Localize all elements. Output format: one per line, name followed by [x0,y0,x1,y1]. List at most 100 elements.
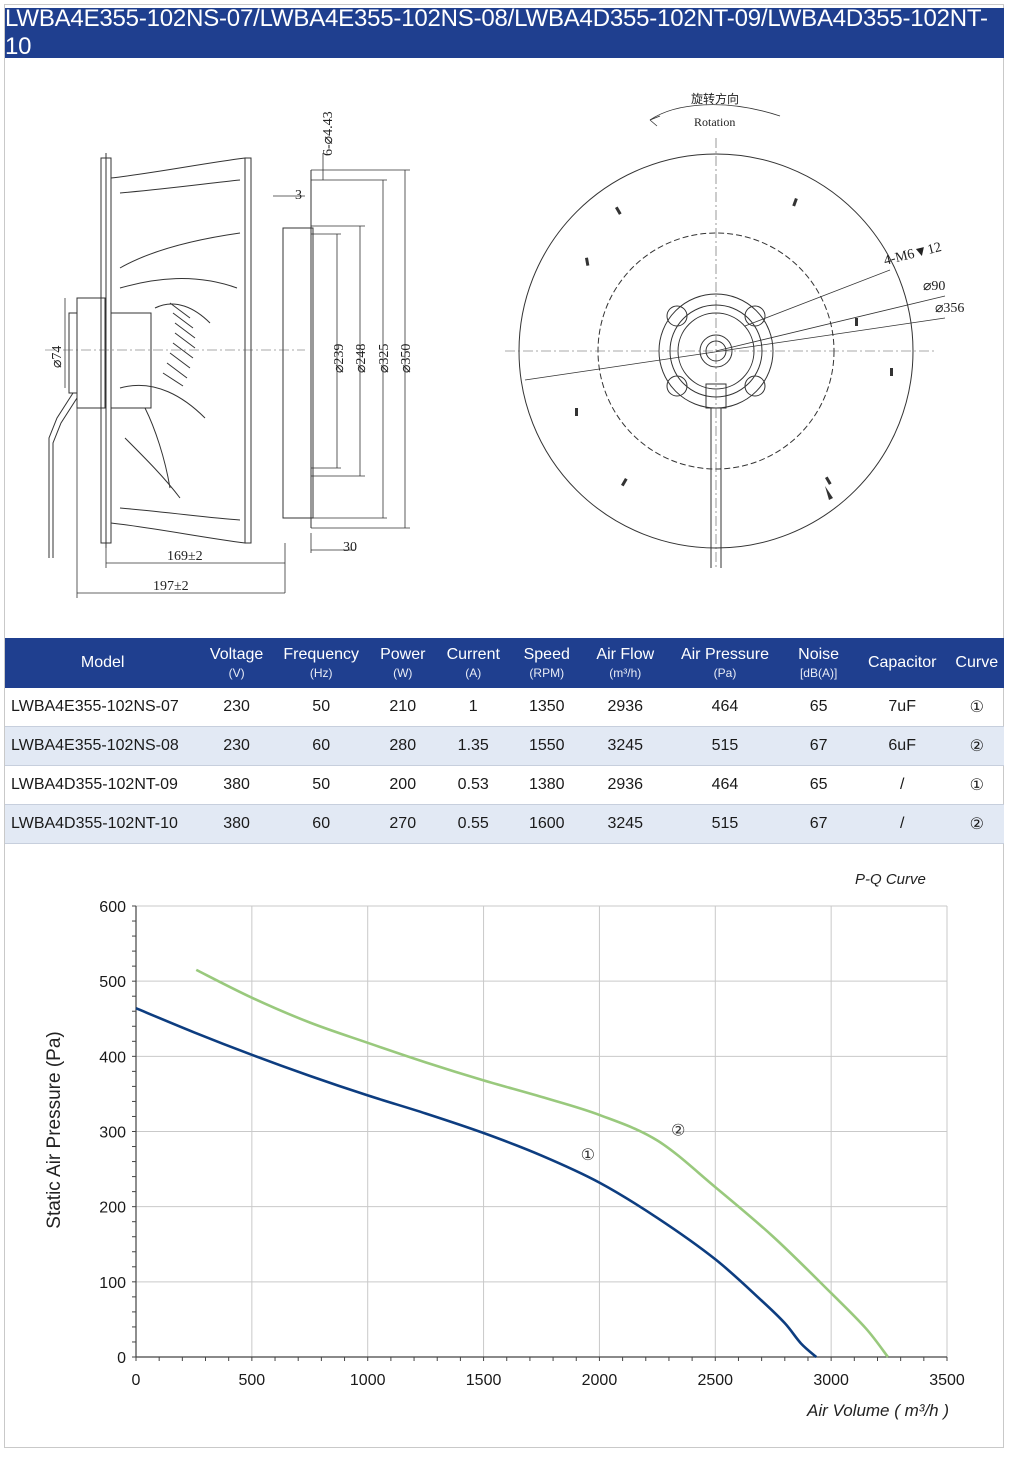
col-header: Current (A) [435,638,511,688]
spec-table: Model Voltage (V) Frequency (Hz) Power (W) … [5,638,1004,844]
y-tick-label: 600 [99,899,126,916]
x-tick-label: 500 [239,1372,266,1389]
dim-tap: 4-M6▼12 [882,240,943,269]
x-axis-label: Air Volume ( m³/h ) [806,1401,949,1420]
cell-airpressure: 515 [667,726,783,766]
cell-noise: 65 [782,765,855,805]
dim-d356: ⌀356 [935,301,964,316]
col-header: Air Pressure (Pa) [667,638,783,688]
page-title: LWBA4E355-102NS-07/LWBA4E355-102NS-08/LW… [5,5,1004,60]
cell-airflow: 3245 [583,726,668,766]
x-tick-label: 1000 [350,1372,386,1389]
front-view-drawing: 旋转方向 Rotation 4-M6▼12 ⌀90 ⌀356 [505,91,964,568]
x-tick-label: 2500 [697,1372,733,1389]
x-tick-label: 1500 [466,1372,502,1389]
col-header: Capacitor [854,638,950,688]
cell-curve: ① [949,765,1004,805]
cell-voltage: 230 [200,726,273,766]
cell-power: 210 [369,688,436,727]
cell-model: LWBA4D355-102NT-09 [5,765,201,805]
col-header: Power (W) [369,638,436,688]
table-row: LWBA4D355-102NT-10 380 60 270 0.55 1600 … [5,804,1004,844]
chart-title: P-Q Curve [855,871,926,888]
y-tick-label: 0 [117,1350,126,1367]
cell-airpressure: 464 [667,688,783,727]
cell-frequency: 60 [272,726,370,766]
cell-speed: 1600 [510,804,583,844]
cell-capacitor: 7uF [854,688,950,727]
cell-speed: 1550 [510,726,583,766]
cell-model: LWBA4E355-102NS-07 [5,688,201,727]
cell-capacitor: / [854,804,950,844]
x-tick-label: 3500 [929,1372,965,1389]
dim-len30: 30 [343,540,357,555]
col-header: Noise [dB(A)] [782,638,855,688]
dim-flange: 3 [295,188,302,203]
cell-speed: 1380 [510,765,583,805]
cell-airflow: 2936 [583,765,668,805]
cell-frequency: 60 [272,804,370,844]
cell-noise: 67 [782,726,855,766]
series-line-2 [195,968,889,1358]
dim-d248: ⌀248 [354,344,369,373]
cell-voltage: 230 [200,688,273,727]
pq-chart-container: 0 500 1000 1500 2000 2500 3000 3500 0 100 200 300 40… [5,842,1004,1448]
cell-airpressure: 464 [667,765,783,805]
x-tick-label: 2000 [582,1372,618,1389]
table-row: LWBA4E355-102NS-07 230 50 210 1 1350 293… [5,688,1004,727]
dim-d350: ⌀350 [399,344,414,373]
cell-power: 280 [369,726,436,766]
y-tick-label: 100 [99,1275,126,1292]
col-header: Voltage (V) [200,638,273,688]
y-tick-label: 200 [99,1200,126,1217]
cell-airflow: 3245 [583,804,668,844]
y-axis-label: Static Air Pressure (Pa) [44,1031,65,1228]
col-header: Model [5,638,201,688]
dim-d74: ⌀74 [50,346,65,368]
cell-current: 1.35 [435,726,511,766]
dim-d239: ⌀239 [332,344,347,373]
cell-current: 0.53 [435,765,511,805]
side-view-drawing: 6-⌀4.43 3 ⌀239 ⌀248 ⌀325 ⌀350 ⌀74 169±2 … [45,111,414,598]
col-header: Frequency (Hz) [272,638,370,688]
table-row: LWBA4D355-102NT-09 380 50 200 0.53 1380 … [5,765,1004,805]
y-tick-label: 400 [99,1049,126,1066]
cell-voltage: 380 [200,765,273,805]
series-line-1 [135,1007,818,1358]
pq-chart: 0 500 1000 1500 2000 2500 3000 3500 0 100 200 300 40… [44,871,965,1420]
rotation-en-label: Rotation [694,115,735,129]
x-tick-label: 3000 [813,1372,849,1389]
cell-model: LWBA4E355-102NS-08 [5,726,201,766]
cell-current: 0.55 [435,804,511,844]
cell-curve: ② [949,726,1004,766]
rotation-cn-label: 旋转方向 [691,91,739,106]
col-header: Speed (RPM) [510,638,583,688]
cell-current: 1 [435,688,511,727]
col-header: Air Flow (m³/h) [583,638,668,688]
spec-table-header: Model Voltage (V) Frequency (Hz) Power (W) … [5,638,1004,688]
table-row: LWBA4E355-102NS-08 230 60 280 1.35 1550 … [5,726,1004,766]
cell-power: 200 [369,765,436,805]
dim-d325: ⌀325 [377,344,392,373]
cell-airpressure: 515 [667,804,783,844]
x-tick-label: 0 [132,1372,141,1389]
cell-capacitor: / [854,765,950,805]
cell-curve: ② [949,804,1004,844]
cell-speed: 1350 [510,688,583,727]
col-header: Curve [949,638,1004,688]
y-tick-label: 300 [99,1125,126,1142]
cell-airflow: 2936 [583,688,668,727]
dim-len169: 169±2 [167,549,203,564]
curve-annotation-1: ① [581,1145,595,1164]
cell-frequency: 50 [272,765,370,805]
cell-power: 270 [369,804,436,844]
dim-d90: ⌀90 [923,279,945,294]
cell-curve: ① [949,688,1004,727]
cell-noise: 65 [782,688,855,727]
cell-voltage: 380 [200,804,273,844]
cell-frequency: 50 [272,688,370,727]
cell-model: LWBA4D355-102NT-10 [5,804,201,844]
dim-holes: 6-⌀4.43 [321,111,336,156]
curve-annotation-2: ② [671,1120,685,1139]
cell-noise: 67 [782,804,855,844]
